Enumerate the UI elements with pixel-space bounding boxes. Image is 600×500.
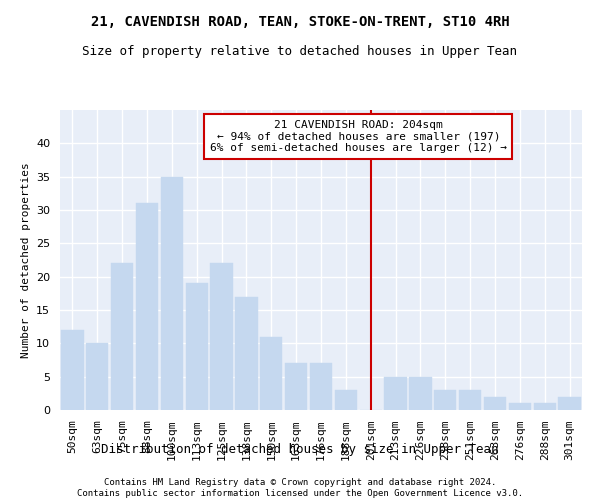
Text: 21, CAVENDISH ROAD, TEAN, STOKE-ON-TRENT, ST10 4RH: 21, CAVENDISH ROAD, TEAN, STOKE-ON-TRENT… (91, 15, 509, 29)
Bar (310, 364, 332, 410)
Bar (86, 344, 109, 410)
Bar (484, 396, 506, 410)
Text: Contains HM Land Registry data © Crown copyright and database right 2024.
Contai: Contains HM Land Registry data © Crown c… (77, 478, 523, 498)
Bar (335, 390, 357, 410)
Bar (509, 404, 531, 410)
Text: 21 CAVENDISH ROAD: 204sqm
← 94% of detached houses are smaller (197)
6% of semi-: 21 CAVENDISH ROAD: 204sqm ← 94% of detac… (210, 120, 507, 153)
Bar (409, 376, 431, 410)
Bar (459, 390, 481, 410)
Bar (185, 284, 208, 410)
Bar (136, 204, 158, 410)
Text: Size of property relative to detached houses in Upper Tean: Size of property relative to detached ho… (83, 45, 517, 58)
Text: Distribution of detached houses by size in Upper Tean: Distribution of detached houses by size … (101, 442, 499, 456)
Bar (161, 176, 183, 410)
Bar (211, 264, 233, 410)
Bar (385, 376, 407, 410)
Bar (111, 264, 133, 410)
Bar (235, 296, 257, 410)
Y-axis label: Number of detached properties: Number of detached properties (20, 162, 31, 358)
Bar (533, 404, 556, 410)
Bar (260, 336, 283, 410)
Bar (559, 396, 581, 410)
Bar (61, 330, 83, 410)
Bar (434, 390, 457, 410)
Bar (285, 364, 307, 410)
